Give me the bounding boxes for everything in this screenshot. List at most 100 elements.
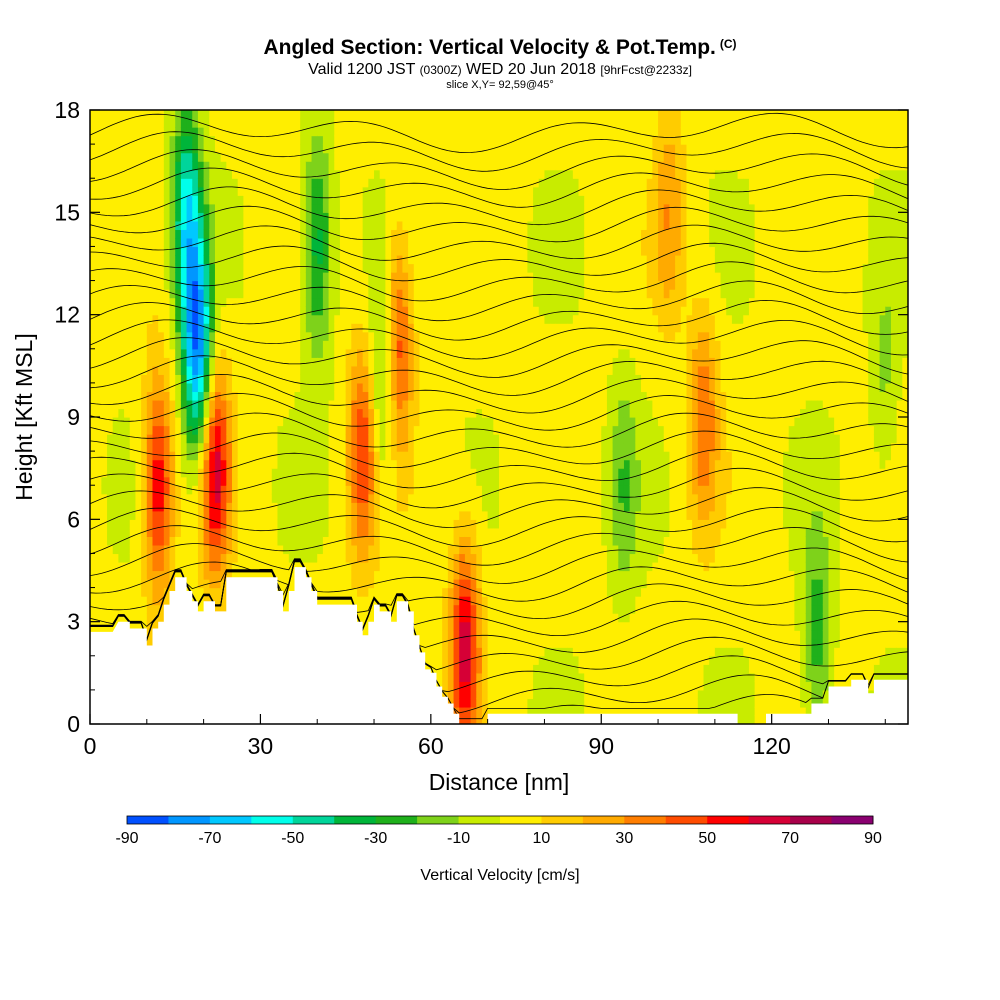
velocity-cell <box>118 468 125 478</box>
velocity-cell <box>266 254 273 265</box>
velocity-cell <box>322 144 330 154</box>
velocity-cell <box>362 195 369 205</box>
velocity-cell <box>169 280 176 290</box>
velocity-cell <box>209 135 216 145</box>
velocity-cell <box>379 434 386 444</box>
velocity-cell <box>442 425 449 435</box>
velocity-cell <box>408 527 415 537</box>
velocity-cell <box>305 468 313 478</box>
velocity-cell <box>209 203 216 213</box>
velocity-cell <box>107 254 114 265</box>
velocity-cell <box>300 425 307 435</box>
velocity-cell <box>419 169 426 179</box>
velocity-cell <box>101 220 108 230</box>
velocity-cell <box>141 331 148 341</box>
velocity-cell <box>107 485 114 495</box>
velocity-cell <box>214 254 222 265</box>
velocity-cell <box>476 144 483 154</box>
velocity-cell <box>203 186 210 196</box>
velocity-cell <box>317 272 324 282</box>
velocity-cell <box>328 331 335 341</box>
velocity-cell <box>209 195 216 205</box>
velocity-cell <box>95 596 102 606</box>
velocity-cell <box>334 135 341 145</box>
velocity-cell <box>197 382 205 393</box>
velocity-cell <box>101 246 108 256</box>
velocity-cell <box>209 544 216 555</box>
velocity-cell <box>260 340 267 350</box>
velocity-cell <box>135 451 142 461</box>
velocity-cell <box>464 374 472 384</box>
velocity-cell <box>220 399 227 410</box>
velocity-cell <box>294 468 301 478</box>
velocity-cell <box>158 127 165 137</box>
velocity-cell <box>226 186 233 196</box>
velocity-cell <box>470 672 477 682</box>
velocity-cell <box>317 382 324 393</box>
velocity-cell <box>328 365 335 375</box>
velocity-cell <box>192 425 199 435</box>
velocity-cell <box>95 289 102 299</box>
velocity-cell <box>464 178 472 188</box>
velocity-cell <box>249 570 256 580</box>
velocity-cell <box>374 382 381 393</box>
velocity-cell <box>101 382 108 393</box>
velocity-cell <box>459 254 466 265</box>
velocity-cell <box>362 127 369 137</box>
velocity-cell <box>339 493 347 503</box>
velocity-cell <box>385 237 392 248</box>
velocity-cell <box>481 715 489 724</box>
velocity-cell <box>379 246 386 256</box>
velocity-cell <box>124 237 131 248</box>
velocity-cell <box>118 144 125 154</box>
velocity-cell <box>476 493 483 503</box>
velocity-cell <box>220 220 227 230</box>
velocity-cell <box>266 144 273 154</box>
velocity-cell <box>442 314 449 324</box>
velocity-cell <box>362 118 369 128</box>
velocity-cell <box>90 186 97 196</box>
velocity-cell <box>186 212 193 222</box>
velocity-cell <box>311 536 318 546</box>
velocity-cell <box>214 203 222 213</box>
velocity-cell <box>232 323 239 333</box>
velocity-cell <box>118 306 125 316</box>
velocity-cell <box>112 408 119 418</box>
velocity-cell <box>152 459 159 469</box>
velocity-cell <box>436 348 443 358</box>
velocity-cell <box>112 220 119 230</box>
velocity-cell <box>203 502 210 512</box>
velocity-cell <box>408 237 415 248</box>
velocity-cell <box>425 596 432 606</box>
velocity-cell <box>413 357 421 367</box>
velocity-cell <box>135 357 142 367</box>
velocity-cell <box>402 280 409 290</box>
velocity-cell <box>283 374 290 384</box>
velocity-cell <box>180 425 188 435</box>
velocity-cell <box>476 220 483 230</box>
velocity-cell <box>146 579 154 589</box>
velocity-cell <box>288 425 296 435</box>
velocity-cell <box>186 348 193 358</box>
velocity-cell <box>396 451 404 461</box>
velocity-cell <box>249 195 256 205</box>
velocity-cell <box>180 442 188 452</box>
velocity-cell <box>95 476 102 486</box>
velocity-cell <box>294 476 301 486</box>
velocity-cell <box>419 604 426 614</box>
velocity-cell <box>226 468 233 478</box>
velocity-cell <box>254 536 262 546</box>
velocity-cell <box>175 306 182 316</box>
velocity-cell <box>237 229 244 239</box>
velocity-cell <box>283 425 290 435</box>
velocity-cell <box>430 161 438 171</box>
velocity-cell <box>232 544 239 555</box>
velocity-cell <box>345 340 352 350</box>
velocity-cell <box>169 527 176 537</box>
velocity-cell <box>186 365 193 375</box>
velocity-cell <box>476 246 483 256</box>
velocity-cell <box>453 451 460 461</box>
velocity-cell <box>476 314 483 324</box>
velocity-cell <box>379 408 386 418</box>
velocity-cell <box>385 254 392 265</box>
